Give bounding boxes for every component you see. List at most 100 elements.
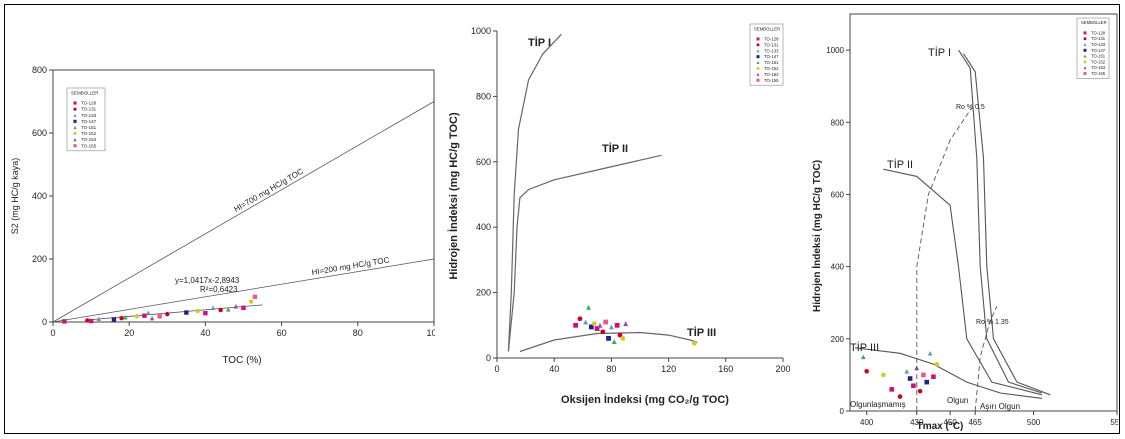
tip-i-label: TİP I bbox=[528, 36, 551, 49]
data-point bbox=[577, 316, 583, 322]
y-tick-label: 0 bbox=[486, 353, 491, 363]
y-tick-label: 1000 bbox=[471, 26, 491, 36]
legend-marker bbox=[756, 55, 760, 59]
legend-marker bbox=[756, 66, 760, 70]
legend-marker bbox=[1083, 54, 1087, 58]
y-tick-label: 200 bbox=[476, 288, 491, 298]
data-points bbox=[573, 304, 697, 346]
data-point bbox=[142, 313, 147, 318]
plot-area bbox=[52, 69, 435, 323]
axes: 0 40 80 120 160 200 0 200 400 600 800 1000 bbox=[471, 26, 790, 374]
kerogen-curves bbox=[507, 33, 698, 353]
data-point bbox=[917, 388, 923, 394]
data-point bbox=[594, 326, 600, 331]
data-point bbox=[611, 339, 617, 345]
x-tick-label: 40 bbox=[200, 328, 210, 338]
kerogen-curves bbox=[854, 49, 1051, 412]
legend-marker bbox=[73, 107, 77, 111]
legend-label: TO-131 bbox=[1091, 36, 1106, 41]
legend-label: TO-133 bbox=[81, 113, 97, 118]
legend-marker bbox=[73, 101, 77, 105]
data-point bbox=[218, 307, 223, 313]
legend-marker bbox=[1083, 43, 1087, 46]
data-point bbox=[123, 315, 128, 320]
x-tick-label: 500 bbox=[1027, 418, 1041, 427]
data-point bbox=[924, 379, 930, 385]
ro-135-line bbox=[974, 306, 998, 412]
data-point bbox=[573, 322, 579, 328]
legend-label: TO-151 bbox=[1091, 54, 1106, 59]
legend-label: TO-131 bbox=[764, 42, 779, 47]
data-point bbox=[614, 322, 620, 328]
legend-marker bbox=[1083, 60, 1087, 64]
x-tick-label: 40 bbox=[549, 364, 559, 374]
y-tick-label: 1000 bbox=[826, 46, 844, 55]
legend-label: TO-152 bbox=[1091, 59, 1106, 64]
data-point bbox=[165, 311, 170, 317]
tip-i-curve bbox=[507, 33, 562, 352]
legend-box bbox=[749, 23, 784, 86]
ro-05-label: Ro % 0.5 bbox=[956, 104, 985, 111]
data-point bbox=[864, 369, 869, 374]
tip-iii-curve bbox=[854, 347, 1042, 399]
legend-label: TO-155 bbox=[81, 143, 97, 148]
data-point bbox=[591, 321, 597, 327]
y-axis-label: S2 (mg HC/g kaya) bbox=[10, 158, 20, 235]
legend-marker bbox=[756, 43, 760, 47]
data-point bbox=[157, 314, 162, 319]
legend-label: TO-133 bbox=[1091, 42, 1106, 47]
y-tick-label: 200 bbox=[831, 335, 845, 344]
y-tick-label: 0 bbox=[840, 407, 845, 416]
y-tick-label: 400 bbox=[476, 222, 491, 232]
legend-label: TO-147 bbox=[81, 119, 97, 124]
data-point bbox=[96, 316, 101, 322]
tip-ii-label: TİP II bbox=[887, 158, 913, 171]
reference-lines: HI=700 mg HC/g TOC HI=200 mg HC/g TOC bbox=[52, 101, 435, 323]
data-point bbox=[897, 394, 903, 399]
data-point bbox=[691, 340, 697, 346]
tip-iii-label: TİP III bbox=[850, 341, 879, 354]
tip-ii-curve bbox=[883, 168, 1043, 396]
data-point bbox=[62, 319, 67, 324]
data-point bbox=[195, 308, 200, 314]
plot-frame bbox=[849, 13, 1118, 412]
x-axis-label: Oksijen İndeksi (mg CO₂/g TOC) bbox=[561, 393, 729, 406]
tip-iii-curve bbox=[519, 331, 698, 353]
legend-marker bbox=[1083, 31, 1087, 35]
data-point bbox=[600, 329, 606, 335]
legend-marker bbox=[756, 61, 760, 65]
x-tick-label: 550 bbox=[1110, 418, 1118, 427]
data-point bbox=[921, 372, 926, 378]
legend-label: TO-151 bbox=[81, 125, 97, 130]
data-point bbox=[583, 319, 589, 325]
tip-ii-curve bbox=[507, 154, 662, 352]
data-point bbox=[911, 383, 916, 389]
tip-i-label: TİP I bbox=[928, 46, 951, 59]
legend-label: TO-153 bbox=[764, 72, 779, 77]
y-tick-label: 600 bbox=[32, 128, 47, 138]
data-point bbox=[210, 305, 216, 311]
x-tick-label: 80 bbox=[353, 328, 363, 338]
data-point bbox=[617, 332, 623, 338]
legend-marker bbox=[756, 78, 760, 82]
legend-marker bbox=[73, 131, 77, 136]
data-point bbox=[588, 324, 594, 330]
legend-label: TO-153 bbox=[81, 137, 97, 142]
tip-i-curve-a bbox=[958, 49, 1043, 394]
legend-title: SEMBOLLER bbox=[754, 26, 780, 31]
legend-marker bbox=[756, 72, 760, 76]
data-point bbox=[149, 316, 155, 321]
data-point bbox=[203, 310, 208, 316]
chart-toc-s2: 0 20 40 60 80 100 0 200 400 600 800 HI=700 mg HC/g… bbox=[10, 8, 435, 433]
legend-marker bbox=[1083, 66, 1087, 70]
data-point bbox=[119, 316, 124, 321]
legend-marker bbox=[756, 37, 760, 41]
legend-label: TO-128 bbox=[764, 36, 779, 41]
chart-oi-hi: 0 40 80 120 160 200 0 200 400 600 800 1000 Oksijen … bbox=[440, 6, 790, 431]
data-point bbox=[85, 318, 90, 323]
data-point bbox=[597, 322, 603, 328]
data-point bbox=[623, 321, 629, 327]
hi-line-label: HI=700 mg HC/g TOC bbox=[232, 167, 305, 214]
y-tick-label: 400 bbox=[831, 263, 845, 272]
y-tick-label: 600 bbox=[831, 190, 845, 199]
